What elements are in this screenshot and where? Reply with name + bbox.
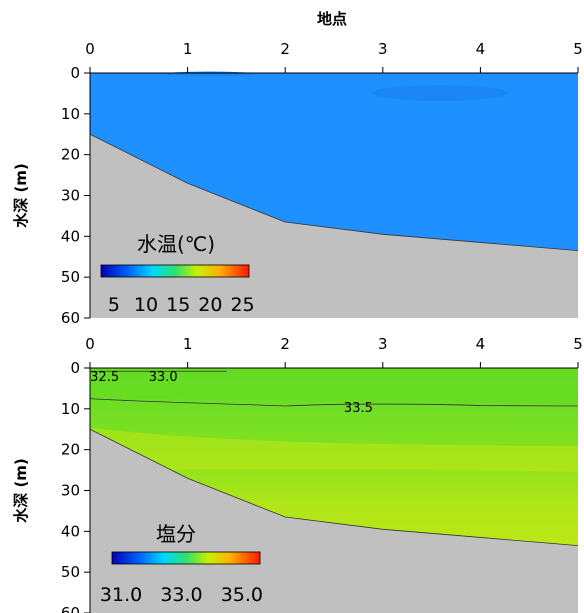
y-tick-label: 10 <box>61 105 80 123</box>
contour-label: 32.5 <box>90 370 119 385</box>
seabed-area <box>90 429 578 613</box>
colorbar-tick-label: 15 <box>166 294 190 316</box>
salinity-contours: 32.5 33.0 33.5 <box>89 370 579 416</box>
y-tick-label: 30 <box>61 187 80 205</box>
seabed-line <box>89 133 579 252</box>
y-tick-label: 40 <box>61 227 80 245</box>
y-tick-label: 60 <box>61 309 80 327</box>
colorbar-tick-label: 25 <box>230 294 254 316</box>
contour-label: 33.0 <box>149 370 178 385</box>
colorbar-tick-label: 35.0 <box>221 584 263 606</box>
salinity-band-lower <box>90 428 578 472</box>
x-tick-label: 5 <box>573 40 583 58</box>
salinity-colorbar: 塩分 31.0 33.0 35.0 <box>100 522 263 606</box>
y-tick-label: 50 <box>61 268 80 286</box>
y-tick-label: 20 <box>61 146 80 164</box>
colorbar-tick-label: 10 <box>134 294 158 316</box>
y-axis-title: 水深 (m) <box>12 163 30 228</box>
x-tick-label: 4 <box>476 335 486 353</box>
x-tick-label: 5 <box>573 335 583 353</box>
x-tick-label: 1 <box>183 40 193 58</box>
contour-line-33.5 <box>89 398 579 407</box>
temperature-patch <box>372 85 508 101</box>
y-tick-label: 20 <box>61 441 80 459</box>
y-tick-label: 0 <box>70 64 80 82</box>
x-tick-label: 2 <box>280 335 290 353</box>
colorbar-tick-label: 31.0 <box>100 584 142 606</box>
temperature-colorbar-gradient <box>100 264 250 278</box>
seabed-line <box>89 428 579 547</box>
x-tick-label: 0 <box>85 40 95 58</box>
x-tick-label: 3 <box>378 335 388 353</box>
temperature-colorbar: 水温(℃) 5 10 15 20 25 <box>100 232 255 316</box>
y-tick-label: 10 <box>61 400 80 418</box>
x-axis-title: 地点 <box>317 10 347 28</box>
y-tick-label: 60 <box>61 604 80 613</box>
colorbar-tick-label: 20 <box>198 294 222 316</box>
y-tick-label: 30 <box>61 482 80 500</box>
y-tick-label: 40 <box>61 522 80 540</box>
colorbar-tick-label: 5 <box>108 294 120 316</box>
x-tick-label: 1 <box>183 335 193 353</box>
colorbar-tick-label: 33.0 <box>160 584 202 606</box>
salinity-colorbar-gradient <box>111 551 261 565</box>
y-axis-title: 水深 (m) <box>12 458 30 523</box>
x-tick-label: 0 <box>85 335 95 353</box>
x-tick-label: 2 <box>280 40 290 58</box>
y-tick-label: 50 <box>61 563 80 581</box>
salinity-colorbar-title: 塩分 <box>156 522 196 546</box>
contour-label: 33.5 <box>344 401 373 416</box>
salinity-band-upper <box>90 368 578 404</box>
x-tick-label: 3 <box>378 40 388 58</box>
temperature-patch-surface <box>165 71 255 77</box>
y-tick-label: 0 <box>70 359 80 377</box>
x-tick-label: 4 <box>476 40 486 58</box>
temperature-colorbar-title: 水温(℃) <box>137 232 215 256</box>
